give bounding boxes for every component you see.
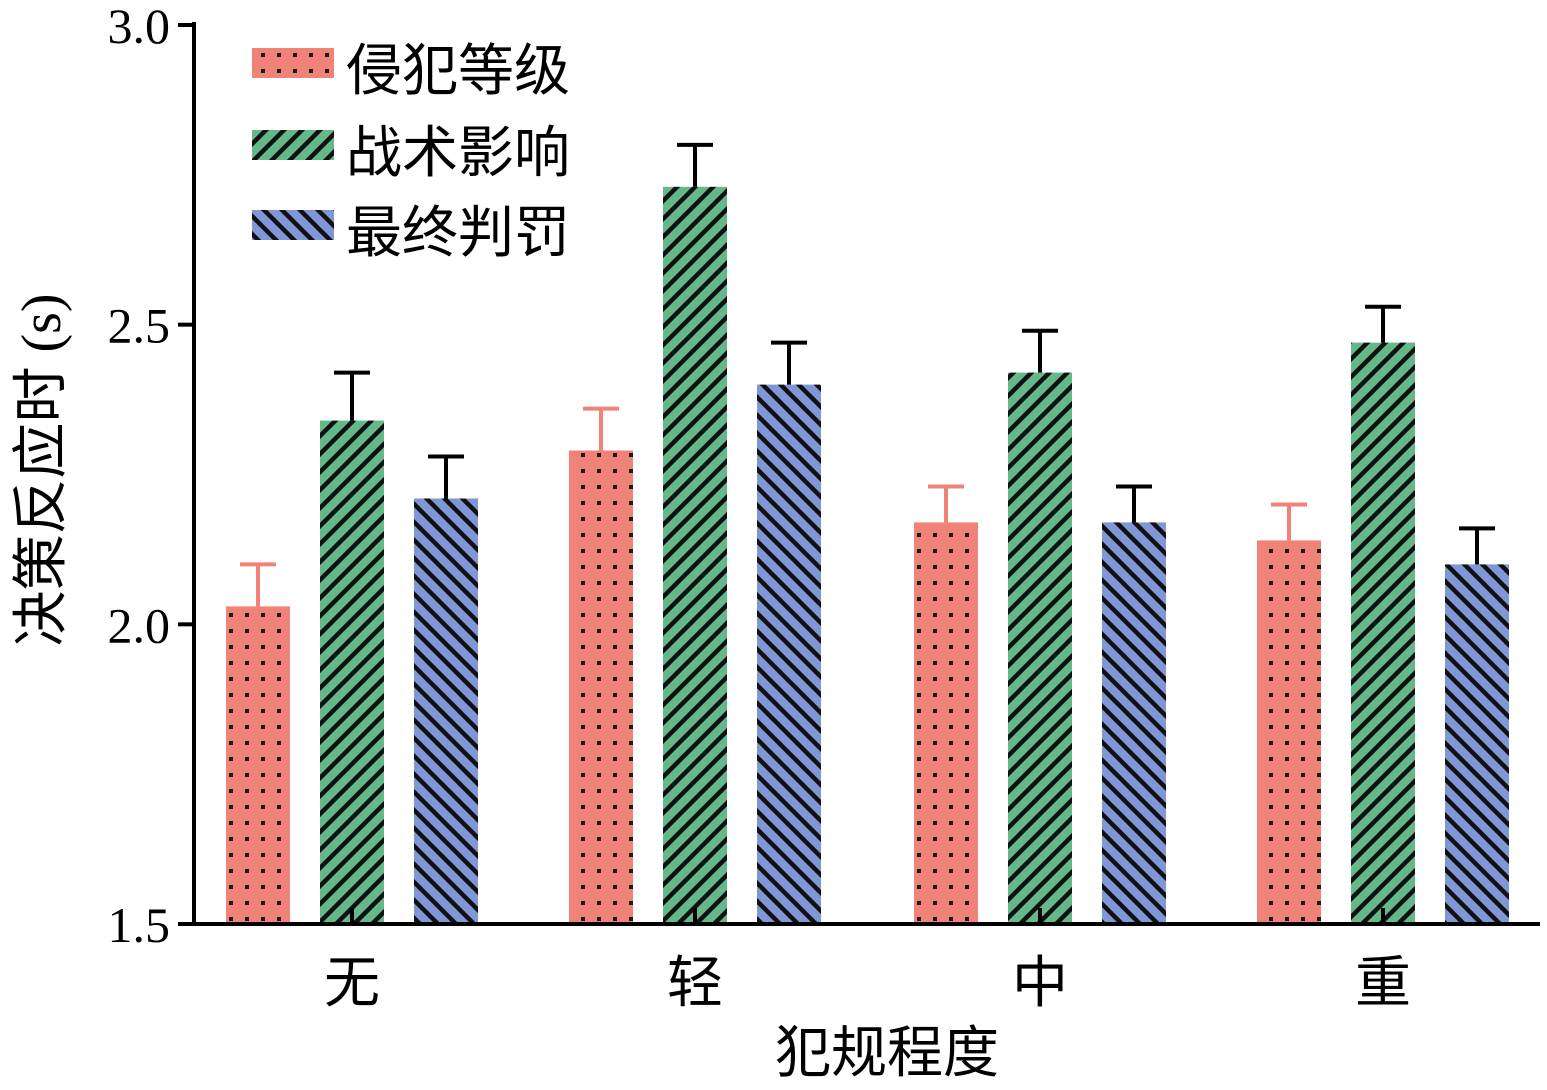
y-axis-title: 决策反应时 (s) — [11, 293, 73, 646]
legend-label-0: 侵犯等级 — [346, 41, 570, 103]
bar-3-2 — [1445, 564, 1509, 924]
bar-1-2 — [757, 384, 821, 925]
bars-layer — [226, 186, 1509, 925]
bar-1-0 — [569, 450, 633, 924]
legend-swatch-2 — [252, 210, 334, 240]
bar-1-1 — [663, 186, 727, 925]
legend-swatch-0 — [252, 48, 334, 78]
bar-0-1 — [320, 420, 384, 924]
x-tick-label-1: 轻 — [667, 953, 723, 1015]
axes — [192, 22, 1540, 926]
legend-label-1: 战术影响 — [346, 123, 570, 185]
bar-2-1 — [1008, 372, 1072, 925]
y-tick-label-0: 1.5 — [108, 897, 171, 953]
error-bars-layer — [240, 142, 1495, 607]
bar-3-1 — [1351, 342, 1415, 925]
bar-0-2 — [414, 498, 478, 924]
bar-0-0 — [226, 606, 290, 924]
y-tick-label-2: 2.5 — [108, 298, 171, 354]
legend-label-2: 最终判罚 — [346, 203, 570, 265]
bar-3-0 — [1257, 540, 1321, 924]
bar-2-2 — [1102, 522, 1166, 924]
x-ticks: 无轻中重 — [324, 908, 1411, 1015]
bar-2-0 — [914, 522, 978, 924]
x-tick-label-2: 中 — [1012, 953, 1068, 1015]
x-tick-label-0: 无 — [324, 953, 380, 1015]
y-ticks: 1.5 2.0 2.5 3.0 — [108, 0, 194, 953]
x-tick-label-3: 重 — [1355, 953, 1411, 1015]
y-tick-label-3: 3.0 — [108, 0, 171, 54]
x-axis-title: 犯规程度 — [775, 1023, 999, 1085]
legend-swatch-1 — [252, 130, 334, 160]
y-tick-label-1: 2.0 — [108, 597, 171, 653]
